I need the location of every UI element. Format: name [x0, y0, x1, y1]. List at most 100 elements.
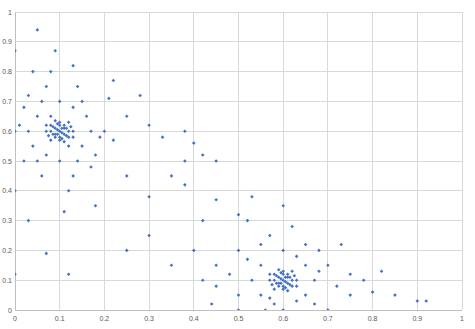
scatter-point [98, 135, 102, 139]
scatter-point [71, 64, 75, 68]
y-grid-line [15, 161, 462, 162]
scatter-point [277, 284, 281, 288]
x-tick-label: 0 [13, 315, 17, 322]
scatter-point [170, 174, 174, 178]
scatter-point [304, 264, 308, 268]
scatter-point [304, 243, 308, 247]
y-grid-line [15, 220, 462, 221]
scatter-point [49, 123, 53, 127]
scatter-point [313, 278, 317, 282]
scatter-point [340, 243, 344, 247]
scatter-point [281, 204, 285, 208]
scatter-point [326, 264, 330, 268]
scatter-point [161, 135, 165, 139]
scatter-point [27, 219, 31, 223]
scatter-point [60, 131, 64, 135]
scatter-point [18, 123, 22, 127]
scatter-point [237, 249, 241, 253]
scatter-point [36, 28, 40, 32]
scatter-point [49, 129, 53, 133]
scatter-point [49, 138, 53, 142]
y-tick-label: 0.2 [2, 247, 12, 254]
x-tick-label: 0.4 [189, 315, 199, 322]
scatter-point [259, 293, 263, 297]
y-tick-label: 0.8 [2, 68, 12, 75]
scatter-point [277, 268, 281, 272]
scatter-point [44, 123, 48, 127]
y-grid-line [15, 280, 462, 281]
y-tick-label: 0.1 [2, 277, 12, 284]
scatter-point [62, 140, 66, 144]
y-grid-line [15, 190, 462, 191]
scatter-point [31, 70, 35, 74]
scatter-point [272, 302, 276, 306]
scatter-point [36, 159, 40, 163]
scatter-point [60, 137, 64, 141]
y-axis-line [15, 12, 16, 310]
scatter-point [67, 135, 71, 139]
scatter-point [40, 174, 44, 178]
scatter-point [71, 106, 75, 110]
scatter-point [80, 100, 84, 104]
scatter-point [237, 213, 241, 217]
scatter-point [362, 278, 366, 282]
scatter-point [268, 272, 272, 276]
scatter-point [228, 272, 232, 276]
scatter-point [60, 126, 64, 130]
x-tick-label: 0.6 [278, 315, 288, 322]
grid [15, 12, 462, 310]
scatter-point [275, 281, 279, 285]
scatter-point [44, 85, 48, 89]
scatter-point [53, 135, 57, 139]
scatter-point [80, 144, 84, 148]
scatter-point [380, 269, 384, 273]
scatter-point [295, 284, 299, 288]
scatter-point [71, 135, 75, 139]
scatter-point [147, 234, 151, 238]
scatter-point [67, 120, 71, 124]
scatter-point [295, 299, 299, 303]
scatter-point [31, 144, 35, 148]
x-tick-label: 0.8 [368, 315, 378, 322]
scatter-point [268, 234, 272, 238]
scatter-point [272, 287, 276, 291]
scatter-point [281, 249, 285, 253]
scatter-point [246, 219, 250, 223]
scatter-point [272, 272, 276, 276]
scatter-point [40, 100, 44, 104]
scatter-point [89, 165, 93, 169]
scatter-point [270, 283, 274, 287]
scatter-point [317, 269, 321, 273]
scatter-point [259, 264, 263, 268]
scatter-point [326, 308, 330, 310]
y-tick-label: 0.9 [2, 38, 12, 45]
x-tick-label: 0.9 [412, 315, 422, 322]
scatter-point [293, 274, 297, 278]
scatter-point [290, 225, 294, 229]
scatter-point [44, 129, 48, 133]
scatter-point [250, 278, 254, 282]
scatter-point [284, 275, 288, 279]
scatter-point [317, 249, 321, 253]
scatter-point [103, 129, 107, 133]
scatter-point [335, 284, 339, 288]
scatter-point [51, 132, 55, 136]
scatter-point [67, 189, 71, 193]
y-grid-line [15, 131, 462, 132]
scatter-point [192, 141, 196, 145]
scatter-point [290, 269, 294, 273]
scatter-point [15, 129, 17, 133]
scatter-point [264, 308, 268, 310]
scatter-point [170, 264, 174, 268]
scatter-point [286, 289, 290, 293]
scatter-point [290, 278, 294, 282]
scatter-point [27, 94, 31, 98]
scatter-point [27, 129, 31, 133]
scatter-point [58, 159, 62, 163]
scatter-point [69, 125, 73, 129]
scatter-point [94, 153, 98, 157]
scatter-point [47, 134, 51, 138]
scatter-point [36, 115, 40, 119]
scatter-point [53, 49, 57, 53]
scatter-point [67, 272, 71, 276]
